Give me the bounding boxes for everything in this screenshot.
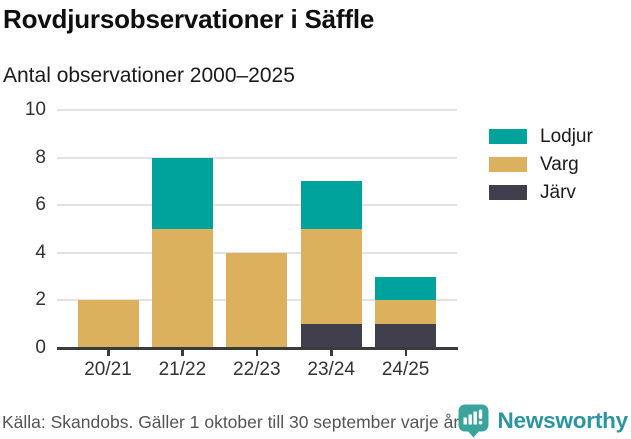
newsworthy-bar-chart-bubble-icon xyxy=(458,404,489,438)
newsworthy-logo: Newsworthy xyxy=(458,404,628,438)
x-tick-mark xyxy=(107,349,110,356)
bar-segment-varg xyxy=(226,252,288,348)
legend-item-lodjur: Lodjur xyxy=(489,126,593,147)
bar-segment-varg xyxy=(375,300,437,325)
legend-label: Järv xyxy=(540,182,576,203)
legend-label: Lodjur xyxy=(540,126,593,147)
y-tick-label: 8 xyxy=(35,146,46,168)
source-note: Källa: Skandobs. Gäller 1 oktober till 3… xyxy=(2,412,464,432)
chart-subtitle: Antal observationer 2000–2025 xyxy=(3,64,295,87)
x-tick-mark xyxy=(330,349,333,356)
legend-item-järv: Järv xyxy=(489,182,593,203)
x-tick-label: 23/24 xyxy=(307,359,355,380)
x-tick-label: 20/21 xyxy=(84,359,132,380)
newsworthy-wordmark: Newsworthy xyxy=(497,408,628,433)
x-tick-mark xyxy=(255,349,259,356)
gridline xyxy=(57,204,457,207)
legend-swatch-lodjur xyxy=(489,129,527,144)
bar-segment-lodjur xyxy=(151,157,213,229)
bar-segment-järv xyxy=(375,324,437,348)
bar-segment-varg xyxy=(300,229,362,325)
gridline xyxy=(57,156,457,159)
bar-segment-varg xyxy=(151,229,213,348)
x-tick-label: 21/22 xyxy=(158,359,207,380)
y-tick-label: 4 xyxy=(35,241,46,263)
y-tick-label: 0 xyxy=(35,337,46,358)
y-tick-label: 6 xyxy=(35,194,46,216)
legend-swatch-varg xyxy=(489,157,527,172)
y-tick-label: 2 xyxy=(35,289,46,311)
chart-title: Rovdjursobservationer i Säffle xyxy=(3,4,375,34)
bar-segment-järv xyxy=(300,324,362,348)
bar-segment-lodjur xyxy=(300,181,362,229)
legend: Lodjur Varg Järv xyxy=(489,126,593,212)
bar-segment-varg xyxy=(77,300,139,348)
legend-item-varg: Varg xyxy=(489,154,593,175)
y-tick-label: 10 xyxy=(24,99,46,120)
x-tick-label: 24/25 xyxy=(381,359,430,380)
x-tick-label: 22/23 xyxy=(233,359,281,380)
x-tick-mark xyxy=(181,349,184,356)
gridline xyxy=(57,109,457,111)
legend-label: Varg xyxy=(540,154,579,175)
x-tick-mark xyxy=(404,349,408,356)
bar-segment-lodjur xyxy=(375,276,437,301)
x-axis-line xyxy=(57,346,458,350)
legend-swatch-järv xyxy=(489,185,527,200)
